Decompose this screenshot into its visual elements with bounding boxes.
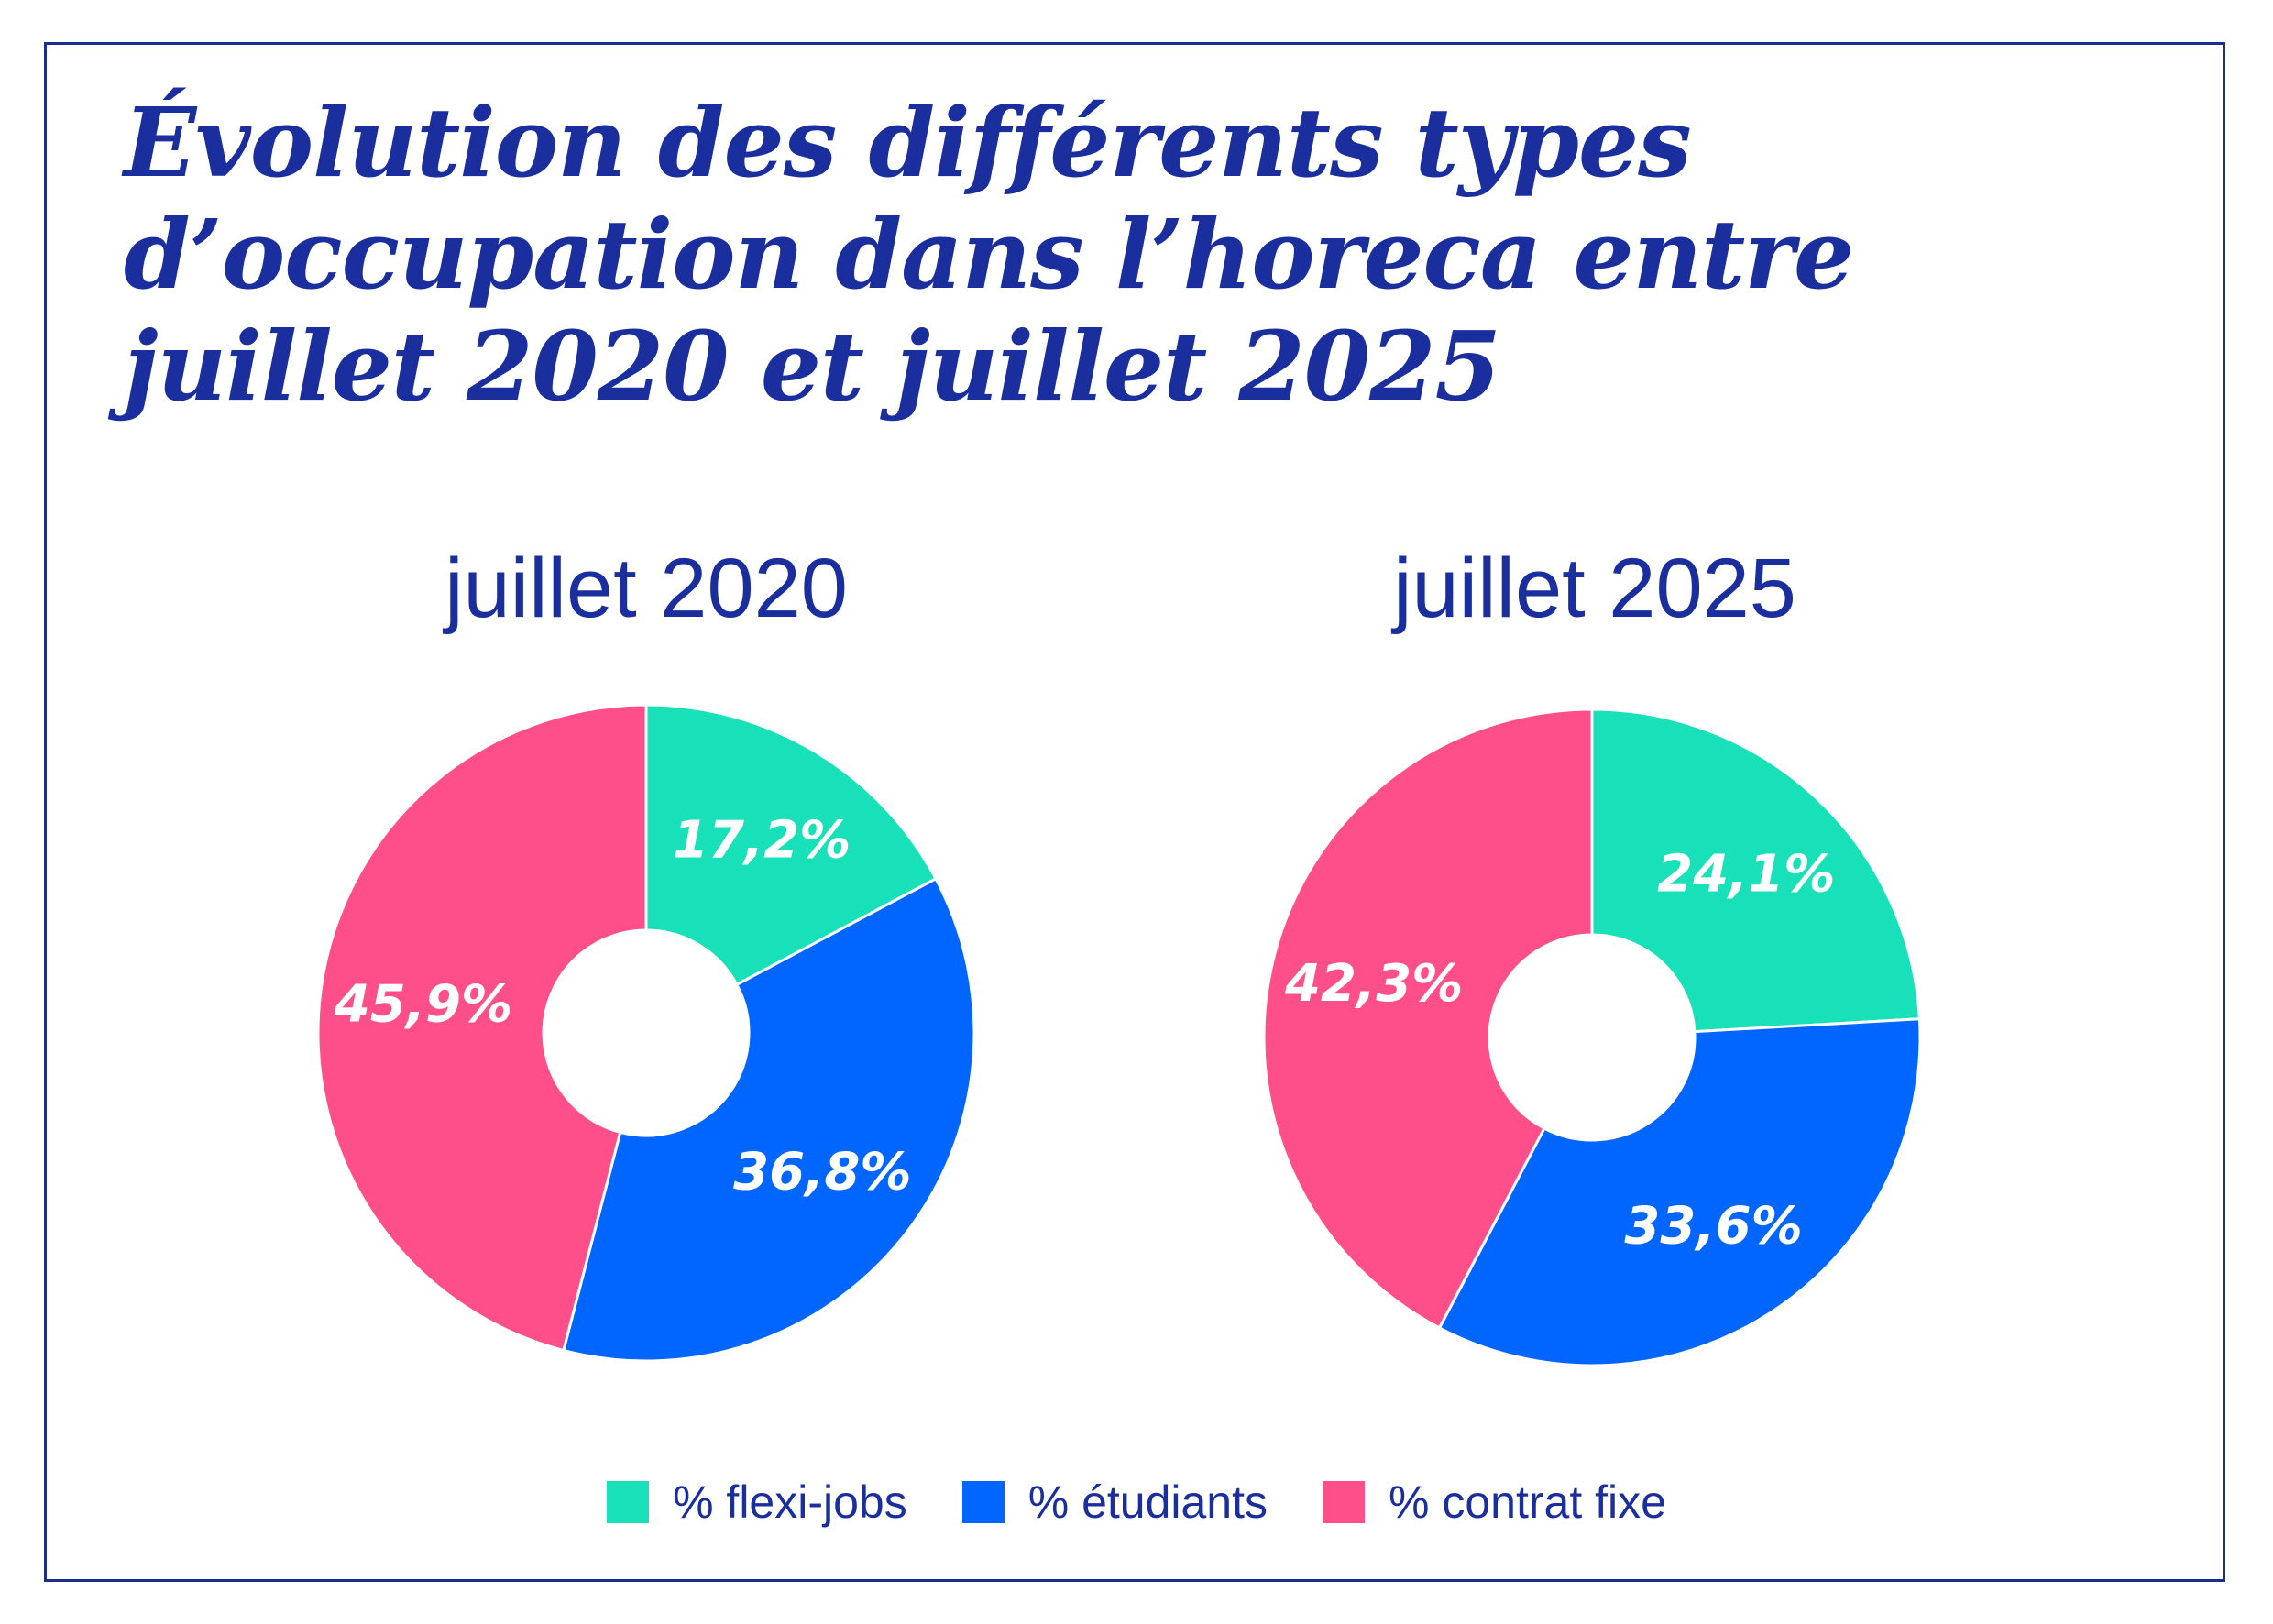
legend-swatch-flexi-jobs [607, 1481, 650, 1523]
legend-label-contrat-fixe: % contrat fixe [1389, 1476, 1666, 1528]
donut-chart-2025: 24,1% 33,6% 42,3% [1262, 708, 1922, 1367]
donut-chart-2020: 17,2% 36,8% 45,9% [316, 703, 976, 1363]
legend-item-flexi-jobs: % flexi-jobs [607, 1476, 907, 1529]
title-line-3: juillet 2020 et juillet 2025 [124, 310, 1501, 422]
slice-flexi-jobs [644, 703, 939, 987]
legend-item-etudiants: % étudiants [961, 1476, 1268, 1529]
page-title: Évolution des différents types d’occupat… [124, 87, 2140, 422]
chart-frame [44, 42, 2225, 1582]
chart-title-2025: juillet 2025 [1393, 542, 1796, 635]
legend-item-contrat-fixe: % contrat fixe [1323, 1476, 1666, 1529]
title-line-2: d’occupation dans l’horeca entre [124, 198, 1854, 311]
slice-label-etudiants: 36,8% [733, 1142, 911, 1202]
legend: % flexi-jobs % étudiants % contrat fixe [0, 1476, 2273, 1529]
slice-label-flexi-jobs: 17,2% [673, 810, 851, 870]
slice-contrat-fixe [1262, 708, 1594, 1330]
slice-label-contrat-fixe: 42,3% [1284, 954, 1463, 1014]
slice-etudiants [1437, 1017, 1922, 1367]
legend-swatch-etudiants [961, 1481, 1005, 1523]
slice-contrat-fixe [316, 703, 648, 1353]
chart-title-2020: juillet 2020 [445, 542, 848, 635]
legend-swatch-contrat-fixe [1323, 1481, 1365, 1523]
slice-label-contrat-fixe: 45,9% [334, 974, 512, 1034]
slice-label-etudiants: 33,6% [1624, 1197, 1802, 1256]
slice-flexi-jobs [1590, 708, 1922, 1034]
legend-label-flexi-jobs: % flexi-jobs [673, 1476, 907, 1528]
legend-label-etudiants: % étudiants [1027, 1476, 1268, 1528]
slice-label-flexi-jobs: 24,1% [1657, 844, 1835, 904]
title-line-1: Évolution des différents types [124, 86, 1692, 199]
slice-etudiants [561, 876, 976, 1363]
